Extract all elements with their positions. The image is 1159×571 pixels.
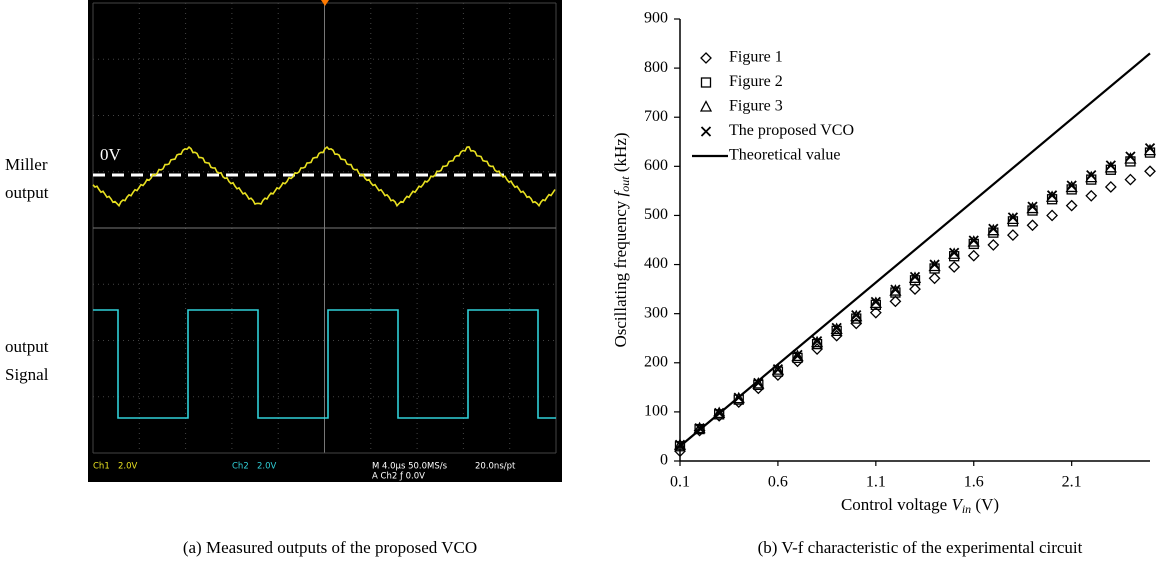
x-tick-label: 0.1 (670, 474, 690, 491)
legend-label: The proposed VCO (729, 122, 854, 139)
y-tick-label: 600 (644, 157, 668, 174)
point (890, 296, 900, 306)
x-tick-label: 1.1 (866, 474, 886, 491)
point (1047, 210, 1057, 220)
y-tick-label: 900 (644, 10, 668, 27)
caption: (b) V-f characteristic of the experiment… (758, 538, 1083, 557)
point (1145, 166, 1155, 176)
y-tick-label: 700 (644, 108, 668, 125)
legend-label: Theoretical value (729, 147, 841, 164)
legend-label: Figure 1 (729, 49, 783, 66)
scope-status: Ch1 (93, 462, 110, 472)
x-tick-label: 1.6 (964, 474, 984, 491)
legend-marker (701, 102, 711, 112)
point (1125, 153, 1135, 163)
scope-status: 2.0V (257, 462, 277, 472)
x-tick-label: 0.6 (768, 474, 788, 491)
zero-label: 0V (100, 145, 122, 164)
side-label: Miller (5, 155, 48, 174)
y-tick-label: 500 (644, 206, 668, 223)
point (969, 251, 979, 261)
point (1145, 145, 1155, 155)
scope-status: M 4.0µs 50.0MS/s (372, 462, 448, 472)
point (1106, 182, 1116, 192)
scope-status: Ch2 (232, 462, 249, 472)
point (910, 284, 920, 294)
y-tick-label: 800 (644, 59, 668, 76)
y-tick-label: 400 (644, 255, 668, 272)
point (1106, 162, 1116, 172)
side-label: output (5, 183, 49, 202)
legend-label: Figure 2 (729, 73, 783, 90)
x-axis-label: Control voltage Vin (V) (841, 495, 999, 516)
y-axis-label: Oscillating frequency fout (kHz) (611, 132, 632, 347)
legend-marker (702, 78, 711, 87)
point (1067, 201, 1077, 211)
caption: (a) Measured outputs of the proposed VCO (183, 538, 477, 557)
legend-marker (702, 127, 711, 136)
figure: 0V Miller output output Signal Ch1 2.0V … (0, 0, 1159, 571)
y-tick-label: 200 (644, 353, 668, 370)
y-tick-label: 300 (644, 304, 668, 321)
scope-status: 2.0V (118, 462, 138, 472)
x-tick-label: 2.1 (1062, 474, 1082, 491)
plot: 0 100 200 300 400 500 600 700 800 900 0.1 0.6 1.1 1.6… (644, 10, 1155, 491)
point (949, 262, 959, 272)
side-label: Signal (5, 365, 49, 384)
scope-status: 20.0ns/pt (475, 462, 516, 472)
side-label: output (5, 337, 49, 356)
y-tick-label: 100 (644, 403, 668, 420)
scope-status: A Ch2 ƒ 0.0V (372, 472, 425, 482)
legend-marker (701, 53, 711, 63)
point (1086, 191, 1096, 201)
y-tick-label: 0 (660, 452, 668, 469)
point (930, 273, 940, 283)
point (1028, 220, 1038, 230)
legend-label: Figure 3 (729, 98, 783, 115)
point (1086, 172, 1096, 182)
point (1008, 230, 1018, 240)
point (988, 240, 998, 250)
point (1125, 175, 1135, 185)
